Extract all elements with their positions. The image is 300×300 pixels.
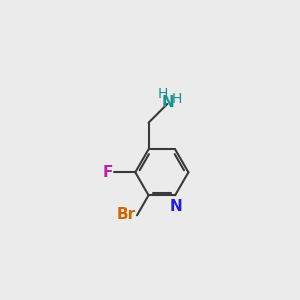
Text: H: H [158,87,168,101]
Text: N: N [162,94,175,110]
Text: F: F [103,165,113,180]
Text: N: N [169,200,182,214]
Text: H: H [172,92,182,106]
Text: Br: Br [117,207,136,222]
